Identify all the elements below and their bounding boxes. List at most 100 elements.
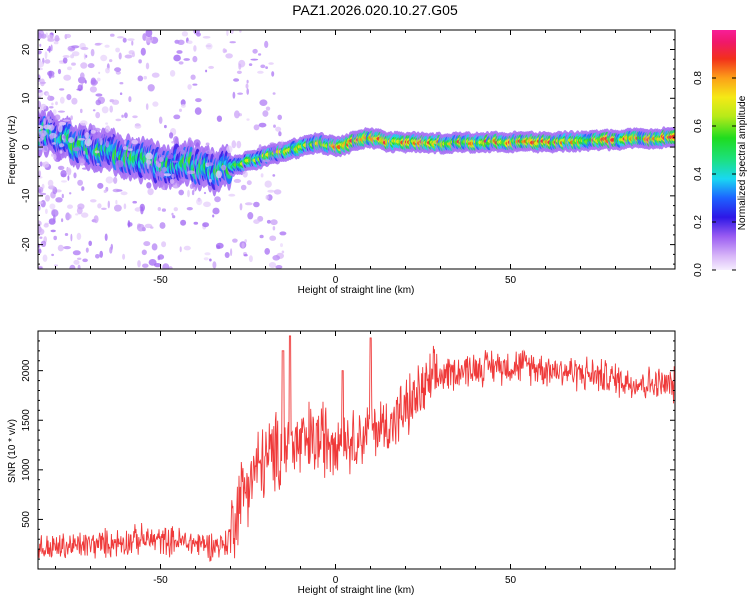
spectrogram-cell — [81, 212, 89, 218]
colorbar-tick-label: 0.8 — [693, 71, 704, 85]
spectrogram-cell — [259, 234, 264, 239]
spectrogram-cell — [71, 62, 76, 66]
spectrogram-cell — [77, 203, 85, 210]
spectrogram-cell — [202, 36, 211, 39]
spectrogram-cell — [270, 219, 278, 226]
spectrogram-cell — [226, 30, 229, 37]
spectrogram-cell — [148, 259, 157, 266]
spectrogram-cell — [222, 48, 226, 54]
spectrogram-cell — [77, 264, 81, 269]
spectrogram-cell — [62, 57, 68, 64]
spectrogram-cell — [51, 153, 54, 157]
spectrogram-cell — [60, 173, 67, 178]
spectrogram-cell — [236, 140, 242, 149]
spectrogram-cell — [266, 219, 271, 224]
spectrogram-cell — [272, 146, 277, 154]
spectrogram-cell — [252, 48, 258, 54]
x-tick-label: 50 — [505, 575, 517, 586]
spectrogram-cell — [230, 248, 233, 257]
spectrogram-cell — [85, 247, 89, 253]
colorbar-tick-label: 0.2 — [693, 215, 704, 229]
spectrogram-cell — [84, 138, 93, 147]
spectrogram-cell — [45, 194, 50, 202]
spectrogram-cell — [42, 254, 48, 262]
spectrogram-cell — [194, 107, 202, 115]
spectrogram-cell — [39, 161, 43, 167]
spectrogram-cell — [145, 30, 153, 37]
spectrogram-cell — [228, 193, 236, 197]
spectrogram-cell — [38, 266, 42, 269]
spectrogram-cell — [107, 200, 111, 209]
spectrogram-cell — [247, 212, 254, 220]
spectrogram-cell — [94, 150, 100, 154]
spectrogram-cell — [158, 116, 163, 124]
spectrogram-cell — [173, 114, 181, 120]
spectrogram-cell — [81, 186, 85, 191]
spectrogram-cell — [99, 138, 103, 146]
spectrogram-cell — [38, 89, 43, 93]
spectrogram-cell — [58, 165, 65, 171]
spectrogram-cell — [59, 96, 65, 104]
spectrogram-cell — [93, 215, 99, 224]
spectrogram-cell — [72, 250, 81, 256]
spectrogram-cell — [146, 162, 150, 170]
colorbar-gradient — [712, 30, 736, 270]
spectrogram-cells — [38, 30, 675, 269]
spectrogram-cell — [51, 74, 55, 78]
spectrogram-cell — [265, 195, 269, 200]
spectrogram-cell — [137, 75, 144, 82]
spectrogram-cell — [66, 167, 72, 176]
spectrogram-cell — [145, 62, 150, 70]
x-tick-label: -50 — [153, 275, 168, 286]
colorbar-tick-label: 0.6 — [693, 119, 704, 133]
spectrogram-cell — [278, 131, 282, 137]
spectrogram-cell — [160, 183, 169, 191]
spectrogram-cell — [202, 222, 210, 228]
spectrogram-cell — [242, 170, 248, 178]
colorbar: 0.0 0.2 0.4 0.6 0.8 Normalized spectral ampl… — [693, 30, 748, 277]
spectrogram-cell — [132, 200, 137, 204]
spectrogram-cell — [216, 115, 222, 122]
spectrogram-cell — [105, 176, 114, 184]
spectrogram-cell — [177, 39, 185, 45]
spectrogram-cell — [201, 180, 208, 188]
spectrogram-cell — [159, 222, 166, 229]
spectrogram-cell — [44, 59, 51, 64]
spectrogram-cell — [173, 54, 181, 62]
spectrogram-cell — [264, 180, 272, 188]
spectrogram-cell — [234, 110, 240, 119]
spectrogram-cell — [105, 122, 108, 125]
spectrogram-cell — [66, 94, 72, 101]
spectrogram-cell — [146, 182, 152, 189]
spectrogram-cell — [126, 151, 129, 158]
spectrogram-cell — [77, 138, 86, 141]
spectrogram-cell — [83, 150, 86, 155]
spectrogram-cell — [47, 116, 50, 121]
snr-x-label: Height of straight line (km) — [298, 585, 415, 596]
spectrogram-cell — [105, 67, 110, 74]
spectrogram-cell — [243, 254, 248, 257]
spectrogram-cell — [104, 44, 110, 48]
spectrogram-cell — [134, 123, 142, 129]
spectrogram-cell — [67, 204, 73, 209]
spectrogram-cell — [253, 201, 260, 208]
spectrogram-cell — [193, 45, 197, 52]
spectrogram-cell — [264, 248, 271, 255]
spectrogram-ticks: -50 0 50 -20 -10 0 10 20 — [21, 29, 675, 286]
spectrogram-cell — [183, 245, 191, 251]
spectrogram-cell — [152, 101, 159, 107]
spectrogram-cell — [57, 68, 62, 75]
spectrogram-cell — [49, 106, 54, 109]
spectrogram-cell — [258, 144, 262, 152]
spectrogram-cell — [54, 114, 61, 121]
spectrogram-cell — [142, 263, 149, 268]
spectrogram-cell — [58, 124, 63, 133]
spectrogram-cell — [178, 189, 184, 196]
spectrogram-cell — [271, 71, 275, 77]
spectrogram-cell — [145, 152, 153, 160]
spectrogram-cell — [98, 71, 101, 75]
colorbar-ticks: 0.0 0.2 0.4 0.6 0.8 — [693, 71, 736, 277]
y-tick-label: 10 — [21, 92, 32, 104]
spectrogram-cell — [155, 162, 162, 168]
